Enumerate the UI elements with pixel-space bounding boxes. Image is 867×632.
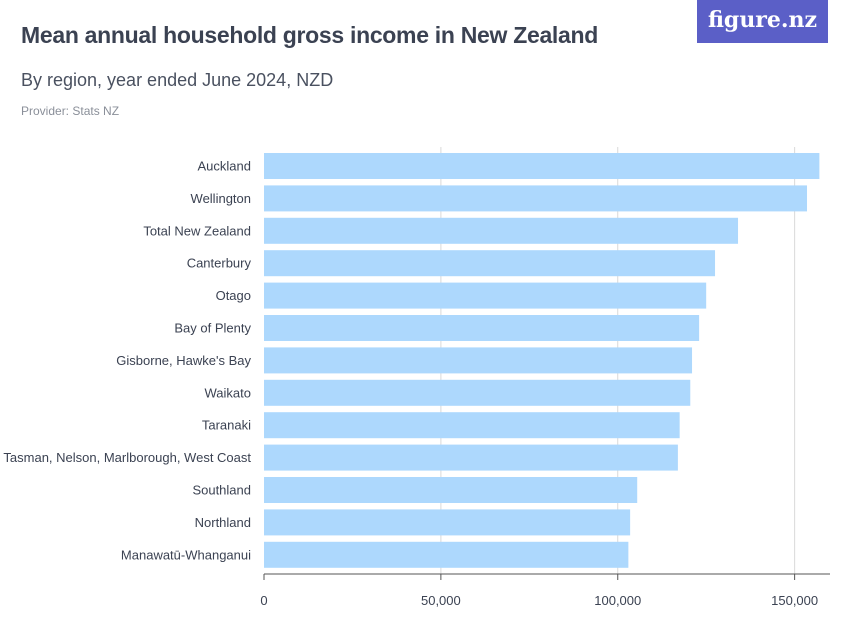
category-label: Canterbury xyxy=(187,256,252,271)
bar xyxy=(264,477,638,503)
bar xyxy=(264,509,631,536)
bar xyxy=(264,282,707,309)
category-label: Bay of Plenty xyxy=(174,321,251,336)
category-label: Waikato xyxy=(205,385,251,400)
x-tick-label: 0 xyxy=(260,593,267,608)
bar xyxy=(264,412,680,439)
x-tick-label: 150,000 xyxy=(771,593,818,608)
bar xyxy=(264,250,716,277)
category-label: Tasman, Nelson, Marlborough, West Coast xyxy=(3,450,251,465)
bar xyxy=(264,541,629,568)
category-label: Gisborne, Hawke's Bay xyxy=(116,353,251,368)
category-label: Manawatū-Whanganui xyxy=(121,547,251,562)
x-axis: 0 50,000 100,000 150,000 xyxy=(260,573,830,608)
category-label: Wellington xyxy=(191,191,251,206)
category-labels: Auckland Wellington Total New Zealand Cante… xyxy=(3,159,251,563)
x-tick-label: 50,000 xyxy=(421,593,461,608)
provider-note: Provider: Stats NZ xyxy=(21,104,120,118)
bar xyxy=(264,217,739,244)
category-label: Southland xyxy=(192,483,251,498)
bar xyxy=(264,379,691,406)
chart-title: Mean annual household gross income in Ne… xyxy=(21,22,599,48)
x-tick-label: 100,000 xyxy=(594,593,641,608)
chart-subtitle: By region, year ended June 2024, NZD xyxy=(21,70,334,90)
bars xyxy=(264,153,820,568)
bar xyxy=(264,185,808,212)
category-label: Auckland xyxy=(198,159,251,174)
category-label: Total New Zealand xyxy=(143,223,251,238)
category-label: Northland xyxy=(195,515,251,530)
bar xyxy=(264,315,700,341)
category-label: Otago xyxy=(216,288,251,303)
bar xyxy=(264,153,820,179)
category-label: Taranaki xyxy=(202,418,251,433)
bar xyxy=(264,347,693,374)
figure-nz-logo[interactable]: figure.nz xyxy=(697,0,828,43)
bar xyxy=(264,444,678,471)
